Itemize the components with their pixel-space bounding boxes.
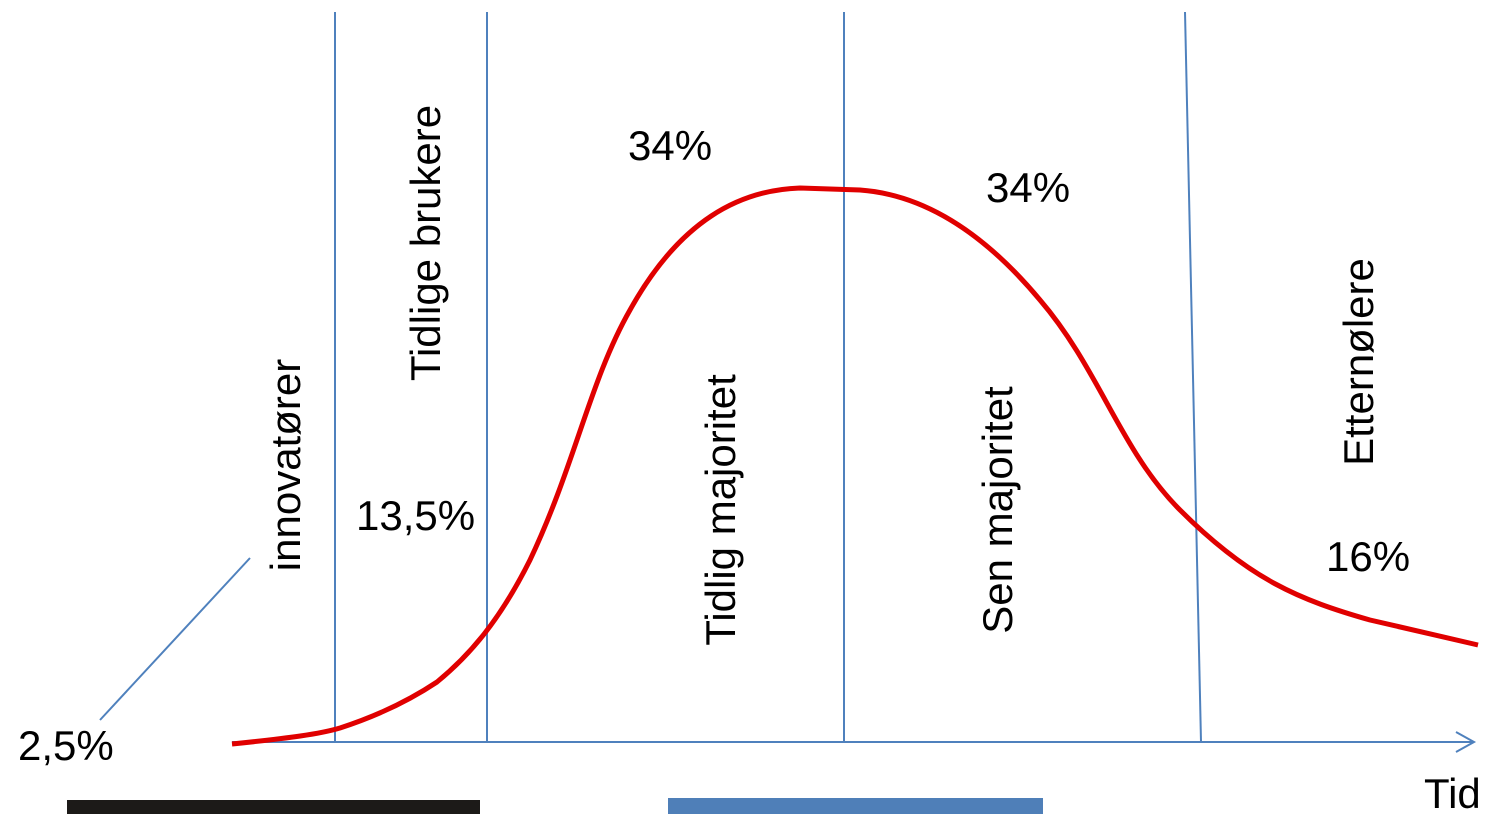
segment-share: 2,5%	[18, 722, 114, 769]
segment-share: 34%	[628, 122, 712, 169]
segment-label: Tidlig majoritet	[697, 374, 744, 646]
image-thumbnail	[67, 800, 480, 814]
divider	[1184, 11, 1202, 743]
axis-arrow	[1455, 731, 1477, 753]
segment-label: Etternølere	[1335, 258, 1382, 466]
segment-label: Sen majoritet	[974, 386, 1021, 634]
image-thumbnail	[668, 798, 1043, 814]
axis-label: Tid	[1424, 770, 1481, 814]
segment-share: 13,5%	[356, 492, 475, 539]
leader-line	[99, 557, 251, 721]
segment-share: 34%	[986, 164, 1070, 211]
adoption-curve	[231, 185, 1479, 747]
segment-label: Tidlige brukere	[402, 105, 449, 381]
segment-share: 16%	[1326, 533, 1410, 580]
segment-label: innovatører	[262, 359, 309, 571]
